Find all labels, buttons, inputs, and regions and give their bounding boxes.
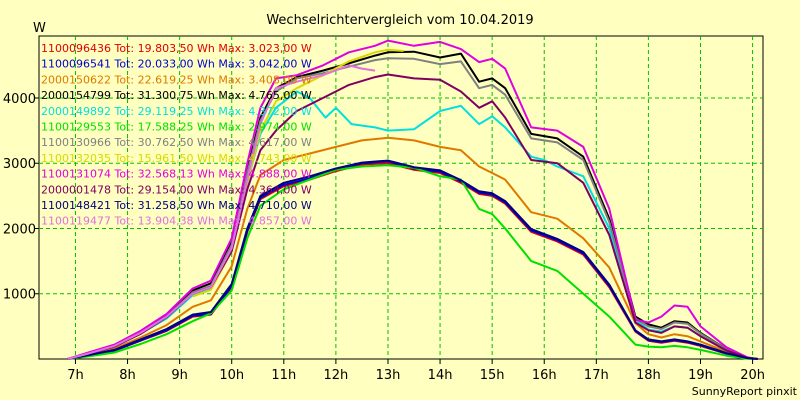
x-tick-label: 14h <box>428 368 453 383</box>
x-tick-label: 8h <box>119 368 136 383</box>
series-lines <box>67 39 758 360</box>
x-tick-label: 7h <box>67 368 84 383</box>
y-axis-unit: W <box>33 21 46 36</box>
x-tick-label: 10h <box>219 368 244 383</box>
plot-area <box>38 35 764 360</box>
series-line-2000150622 <box>67 136 758 360</box>
series-line-1100131074 <box>67 39 758 360</box>
legend-entry-2000001478: 2000001478 Tot: 29.154,00 Wh Max: 4.364,… <box>41 183 312 196</box>
legend-entry-1100131074: 1100131074 Tot: 32.568,13 Wh Max: 4.888,… <box>41 168 312 181</box>
series-line-1100148421 <box>67 159 758 360</box>
series-line-1100130966 <box>67 57 758 360</box>
y-tick-label: 1000 <box>3 288 36 303</box>
x-axis-ticks: 7h 8h 9h 10h 11h 12h 13h 14h 15h 16h 17h 18h 19h 20h <box>67 359 765 383</box>
x-tick-label: 13h <box>376 368 401 383</box>
x-tick-label: 19h <box>688 368 713 383</box>
x-tick-label: 15h <box>480 368 505 383</box>
legend-entry-1100132035: 1100132035 Tot: 15.961,50 Wh Max: 4.743,… <box>41 152 312 165</box>
y-tick-label: 4000 <box>3 92 36 107</box>
x-tick-label: 16h <box>532 368 557 383</box>
legend-entry-2000150622: 2000150622 Tot: 22.619,25 Wh Max: 3.408,… <box>41 73 312 86</box>
x-tick-label: 18h <box>636 368 661 383</box>
legend-entry-1100130966: 1100130966 Tot: 30.762,50 Wh Max: 4.617,… <box>41 136 312 149</box>
x-tick-label: 17h <box>584 368 609 383</box>
series-line-2000154799 <box>67 50 758 360</box>
legend-entry-2000149892: 2000149892 Tot: 29.119,25 Wh Max: 4.372,… <box>41 105 312 118</box>
legend-entry-1100096541: 1100096541 Tot: 20.033,00 Wh Max: 3.042,… <box>41 58 312 71</box>
series-line-1100129553 <box>67 164 758 360</box>
x-tick-label: 20h <box>740 368 765 383</box>
series-line-1100119477 <box>67 64 376 360</box>
x-tick-label: 12h <box>324 368 349 383</box>
legend-entry-1100096436: 1100096436 Tot: 19.803,50 Wh Max: 3.023,… <box>41 42 312 55</box>
legend-entry-1100148421: 1100148421 Tot: 31.258,50 Wh Max: 4.710,… <box>41 199 312 212</box>
x-tick-label: 11h <box>271 368 296 383</box>
chart-title: Wechselrichtervergleich vom 10.04.2019 <box>266 13 533 28</box>
legend-entry-1100129553: 1100129553 Tot: 17.588,25 Wh Max: 2.974,… <box>41 121 312 134</box>
y-tick-label: 2000 <box>3 222 36 237</box>
x-tick-label: 9h <box>171 368 188 383</box>
legend: 1100096436 Tot: 19.803,50 Wh Max: 3.023,… <box>41 42 312 228</box>
y-axis-ticks: 1000 2000 3000 4000 <box>3 92 39 303</box>
footer-credit: SunnyReport pinxit <box>692 385 798 398</box>
legend-entry-2000154799: 2000154799 Tot: 31.300,75 Wh Max: 4.765,… <box>41 89 312 102</box>
gridlines <box>39 36 763 359</box>
y-tick-label: 3000 <box>3 157 36 172</box>
legend-entry-1100119477: 1100119477 Tot: 13.904,38 Wh Max: 4.857,… <box>41 215 312 228</box>
